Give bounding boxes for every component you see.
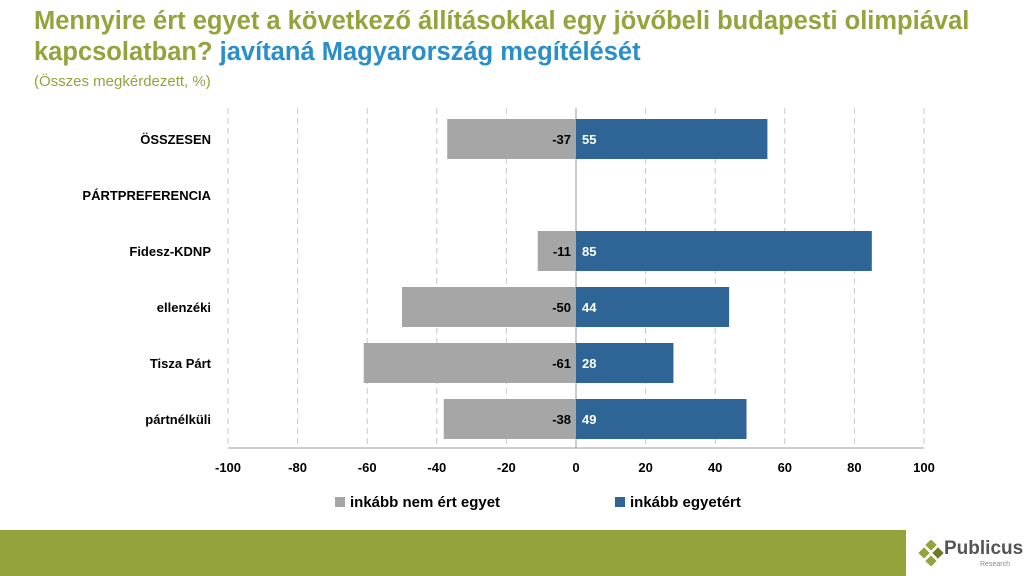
logo-sub: Research — [980, 561, 1010, 568]
bar-agree — [576, 231, 872, 271]
x-tick-label: 60 — [778, 460, 792, 475]
logo-diamond-icon — [918, 540, 944, 567]
x-tick-label: 40 — [708, 460, 722, 475]
logo-name: Publicus — [944, 538, 1024, 559]
x-tick-label: 20 — [638, 460, 652, 475]
bar-disagree — [447, 119, 576, 159]
bar-disagree — [443, 399, 576, 439]
category-label: Tisza Párt — [150, 356, 212, 371]
x-tick-label: -20 — [497, 460, 516, 475]
data-label: -61 — [552, 356, 571, 371]
bar-agree — [576, 287, 730, 327]
category-label: ellenzéki — [157, 300, 211, 315]
category-label: PÁRTPREFERENCIA — [82, 188, 211, 203]
data-label: -50 — [552, 300, 571, 315]
publicus-logo: Publicus Research — [918, 536, 1024, 576]
x-tick-label: 0 — [572, 460, 579, 475]
bar-disagree — [402, 287, 576, 327]
category-label: pártnélküli — [145, 412, 211, 427]
title-main: Mennyire ért egyet a következő állítások… — [34, 7, 970, 66]
x-tick-label: 100 — [913, 460, 935, 475]
data-label: 28 — [582, 356, 596, 371]
x-tick-label: 80 — [847, 460, 861, 475]
data-label: 44 — [582, 300, 597, 315]
bar-agree — [576, 399, 747, 439]
title-highlight: javítaná Magyarország megítélését — [219, 38, 641, 66]
chart-title: Mennyire ért egyet a következő állítások… — [34, 6, 1014, 68]
legend-label: inkább nem ért egyet — [350, 494, 500, 511]
category-label: ÖSSZESEN — [140, 132, 211, 147]
x-tick-label: -40 — [427, 460, 446, 475]
data-label: -11 — [553, 244, 571, 259]
bar-agree — [576, 119, 768, 159]
bar-disagree — [363, 343, 576, 383]
bar-agree — [576, 343, 674, 383]
data-label: 85 — [582, 244, 596, 259]
x-tick-label: -100 — [215, 460, 241, 475]
data-label: 55 — [582, 132, 596, 147]
legend-swatch — [335, 497, 345, 507]
bar-disagree — [537, 231, 576, 271]
chart: -100 -80 -60 -40 -20 0 20 40 60 80 100 ÖSSZESEN -37 5… — [82, 108, 935, 511]
footer-band — [0, 530, 906, 576]
x-tick-label: -80 — [288, 460, 307, 475]
chart-subtitle: (Összes megkérdezett, %) — [34, 73, 211, 90]
x-tick-label: -60 — [358, 460, 377, 475]
data-label: 49 — [582, 412, 596, 427]
data-label: -38 — [552, 412, 571, 427]
legend-label: inkább egyetért — [630, 494, 741, 511]
category-label: Fidesz-KDNP — [129, 244, 211, 259]
data-label: -37 — [552, 132, 571, 147]
legend-swatch — [615, 497, 625, 507]
